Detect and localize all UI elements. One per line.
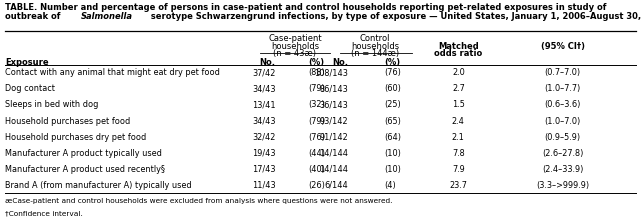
Text: 11/43: 11/43: [252, 181, 276, 190]
Text: 36/143: 36/143: [319, 100, 348, 109]
Text: Contact with any animal that might eat dry pet food: Contact with any animal that might eat d…: [5, 68, 220, 77]
Text: (0.6–3.6): (0.6–3.6): [545, 100, 581, 109]
Text: Control: Control: [360, 34, 390, 43]
Text: 23.7: 23.7: [449, 181, 467, 190]
Text: (60): (60): [385, 84, 401, 93]
Text: Household purchases dry pet food: Household purchases dry pet food: [5, 133, 146, 141]
Text: (2.4–33.9): (2.4–33.9): [542, 165, 583, 174]
Text: 91/142: 91/142: [319, 133, 348, 141]
Text: (25): (25): [385, 100, 401, 109]
Text: 14/144: 14/144: [319, 149, 348, 158]
Text: 7.8: 7.8: [452, 149, 465, 158]
Text: 19/43: 19/43: [252, 149, 276, 158]
Text: Matched: Matched: [438, 42, 479, 51]
Text: 86/143: 86/143: [319, 84, 348, 93]
Text: 2.1: 2.1: [452, 133, 465, 141]
Text: Case-patient: Case-patient: [268, 34, 322, 43]
Text: (1.0–7.7): (1.0–7.7): [545, 84, 581, 93]
Text: households: households: [351, 42, 399, 51]
Text: (95% CI†): (95% CI†): [541, 42, 585, 51]
Text: æCase-patient and control households were excluded from analysis where questions: æCase-patient and control households wer…: [5, 198, 393, 204]
Text: No.: No.: [260, 58, 276, 67]
Text: 13/41: 13/41: [252, 100, 276, 109]
Text: (1.0–7.0): (1.0–7.0): [545, 117, 581, 125]
Text: (26): (26): [308, 181, 325, 190]
Text: 37/42: 37/42: [253, 68, 276, 77]
Text: Salmonella: Salmonella: [81, 12, 133, 21]
Text: (79): (79): [308, 117, 325, 125]
Text: (10): (10): [385, 149, 401, 158]
Text: 32/42: 32/42: [253, 133, 276, 141]
Text: (44): (44): [308, 149, 326, 158]
Text: 34/43: 34/43: [252, 117, 276, 125]
Text: †Confidence interval.: †Confidence interval.: [5, 211, 83, 217]
Text: Exposure: Exposure: [5, 58, 49, 67]
Text: Sleeps in bed with dog: Sleeps in bed with dog: [5, 100, 99, 109]
Text: 6/144: 6/144: [324, 181, 348, 190]
Text: TABLE. Number and percentage of persons in case-patient and control households r: TABLE. Number and percentage of persons …: [5, 3, 606, 12]
Text: 14/144: 14/144: [319, 165, 348, 174]
Text: serotype Schwarzengrund infections, by type of exposure — United States, January: serotype Schwarzengrund infections, by t…: [147, 12, 641, 21]
Text: Brand A (from manufacturer A) typically used: Brand A (from manufacturer A) typically …: [5, 181, 192, 190]
Text: Manufacturer A product used recently§: Manufacturer A product used recently§: [5, 165, 165, 174]
Text: 2.0: 2.0: [452, 68, 465, 77]
Text: (65): (65): [385, 117, 401, 125]
Text: (32): (32): [308, 100, 325, 109]
Text: Household purchases pet food: Household purchases pet food: [5, 117, 130, 125]
Text: 17/43: 17/43: [252, 165, 276, 174]
Text: (2.6–27.8): (2.6–27.8): [542, 149, 583, 158]
Text: (0.7–7.0): (0.7–7.0): [545, 68, 581, 77]
Text: 7.9: 7.9: [452, 165, 465, 174]
Text: (n = 43æ): (n = 43æ): [273, 49, 317, 58]
Text: (n = 144æ): (n = 144æ): [351, 49, 399, 58]
Text: (64): (64): [385, 133, 402, 141]
Text: outbreak of: outbreak of: [5, 12, 63, 21]
Text: (79): (79): [308, 84, 325, 93]
Text: (76): (76): [308, 133, 325, 141]
Text: 34/43: 34/43: [252, 84, 276, 93]
Text: Manufacturer A product typically used: Manufacturer A product typically used: [5, 149, 162, 158]
Text: (10): (10): [385, 165, 401, 174]
Text: No.: No.: [332, 58, 348, 67]
Text: (76): (76): [385, 68, 401, 77]
Text: (88): (88): [308, 68, 325, 77]
Text: 2.4: 2.4: [452, 117, 465, 125]
Text: households: households: [271, 42, 319, 51]
Text: (40): (40): [308, 165, 325, 174]
Text: odds ratio: odds ratio: [434, 49, 483, 58]
Text: (%): (%): [308, 58, 324, 67]
Text: Dog contact: Dog contact: [5, 84, 55, 93]
Text: 108/143: 108/143: [314, 68, 348, 77]
Text: 93/142: 93/142: [319, 117, 348, 125]
Text: (4): (4): [385, 181, 396, 190]
Text: (0.9–5.9): (0.9–5.9): [545, 133, 581, 141]
Text: 1.5: 1.5: [452, 100, 465, 109]
Text: (3.3–>999.9): (3.3–>999.9): [537, 181, 589, 190]
Text: (%): (%): [385, 58, 401, 67]
Text: 2.7: 2.7: [452, 84, 465, 93]
